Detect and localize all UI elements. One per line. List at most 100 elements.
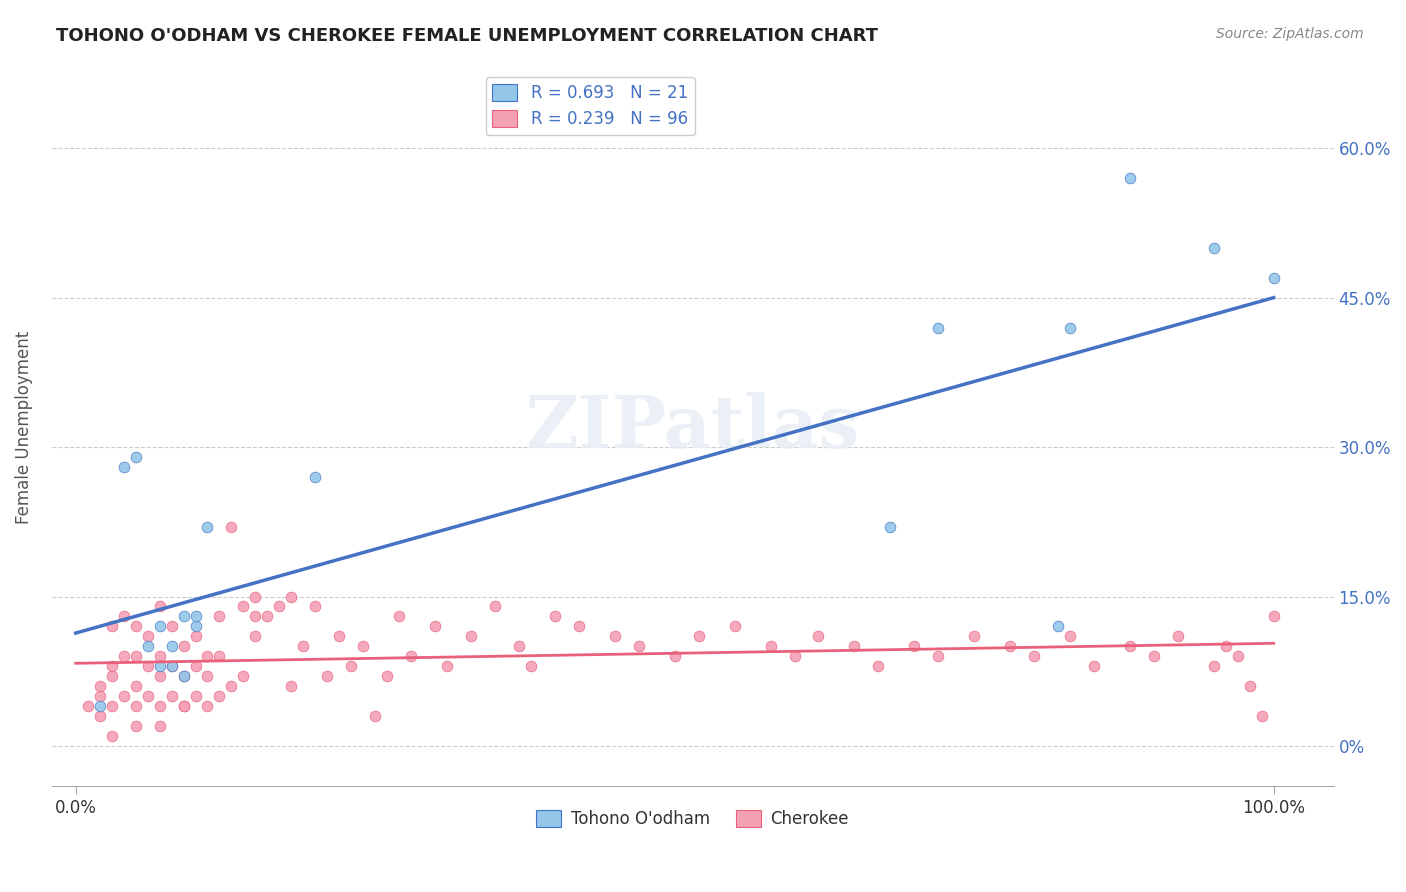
Point (100, 729, 122, 743)
Point (208, 649, 231, 664)
Point (664, 649, 686, 664)
Point (927, 649, 949, 664)
Point (100, 669, 122, 683)
Point (89, 699, 111, 714)
Point (484, 599, 506, 614)
Point (245, 629, 267, 643)
Point (460, 629, 482, 643)
Point (208, 689, 231, 703)
Point (173, 669, 195, 683)
Point (124, 649, 146, 664)
Point (173, 699, 195, 714)
Point (173, 609, 195, 624)
Point (112, 460, 135, 475)
Point (1119, 640, 1142, 654)
Point (723, 619, 745, 633)
Point (100, 659, 122, 673)
Point (112, 649, 135, 664)
Point (221, 520, 243, 534)
Point (160, 689, 183, 703)
Point (436, 659, 458, 673)
Point (76, 699, 98, 714)
Point (100, 619, 122, 633)
Point (112, 609, 135, 624)
Point (89, 689, 111, 703)
Point (340, 659, 363, 673)
Point (148, 669, 170, 683)
Point (844, 640, 866, 654)
Point (148, 599, 170, 614)
Point (89, 679, 111, 693)
Point (124, 679, 146, 693)
Point (197, 669, 219, 683)
Point (399, 649, 422, 664)
Point (184, 619, 207, 633)
Text: TOHONO O'ODHAM VS CHEROKEE FEMALE UNEMPLOYMENT CORRELATION CHART: TOHONO O'ODHAM VS CHEROKEE FEMALE UNEMPL… (56, 27, 879, 45)
Point (197, 699, 219, 714)
Point (1215, 640, 1237, 654)
Point (1059, 320, 1081, 334)
Point (89, 709, 111, 723)
Point (759, 640, 782, 654)
Point (352, 640, 374, 654)
Point (1263, 609, 1285, 624)
Point (1263, 270, 1285, 285)
Point (963, 629, 986, 643)
Point (232, 599, 254, 614)
Point (160, 659, 183, 673)
Text: Source: ZipAtlas.com: Source: ZipAtlas.com (1216, 27, 1364, 41)
Point (173, 699, 195, 714)
Point (280, 590, 302, 604)
Legend: Tohono O'odham, Cherokee: Tohono O'odham, Cherokee (530, 804, 856, 835)
Point (173, 669, 195, 683)
Point (807, 629, 830, 643)
Point (245, 590, 267, 604)
Point (879, 520, 901, 534)
Point (375, 669, 398, 683)
Point (1167, 629, 1189, 643)
Point (1202, 659, 1225, 673)
Point (508, 640, 530, 654)
Point (1083, 659, 1105, 673)
Point (998, 640, 1021, 654)
Point (184, 659, 207, 673)
Point (304, 470, 326, 484)
Point (136, 640, 159, 654)
Point (304, 599, 326, 614)
Point (520, 659, 543, 673)
Point (388, 609, 411, 624)
Point (100, 699, 122, 714)
Point (927, 320, 949, 334)
Point (136, 689, 159, 703)
Point (124, 619, 146, 633)
Point (148, 619, 170, 633)
Point (184, 609, 207, 624)
Point (148, 699, 170, 714)
Point (423, 619, 446, 633)
Point (783, 649, 806, 664)
Point (197, 520, 219, 534)
Point (868, 659, 890, 673)
Point (256, 609, 278, 624)
Point (280, 679, 302, 693)
Point (292, 640, 315, 654)
Point (1143, 649, 1166, 664)
Point (160, 640, 183, 654)
Point (208, 609, 231, 624)
Point (603, 629, 626, 643)
Text: ZIPatlas: ZIPatlas (526, 392, 859, 463)
Point (1239, 679, 1261, 693)
Point (160, 659, 183, 673)
Point (124, 450, 146, 464)
Point (1250, 709, 1272, 723)
Point (221, 679, 243, 693)
Point (364, 709, 387, 723)
Point (544, 609, 567, 624)
Point (136, 629, 159, 643)
Point (124, 699, 146, 714)
Point (1059, 629, 1081, 643)
Point (184, 629, 207, 643)
Point (269, 599, 291, 614)
Point (173, 640, 195, 654)
Point (316, 669, 339, 683)
